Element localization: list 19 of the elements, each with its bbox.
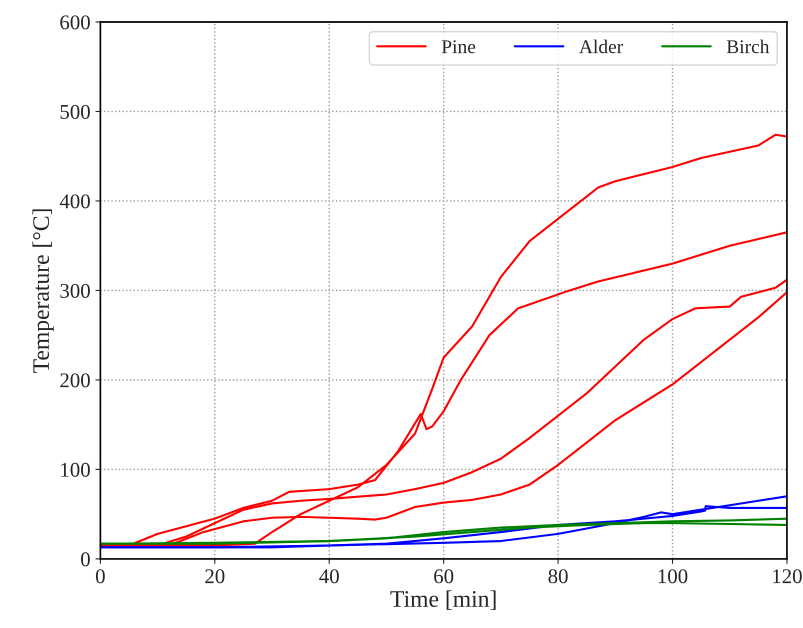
y-tick-label: 600: [60, 15, 90, 30]
x-tick-label: 80: [548, 569, 568, 584]
y-tick-label: 100: [61, 462, 90, 477]
x-tick-label: 40: [319, 569, 339, 584]
x-tick-label: 100: [658, 569, 688, 584]
legend-label: Alder: [579, 40, 624, 54]
y-tick-label: 300: [60, 284, 90, 298]
x-tick-label: 0: [96, 569, 105, 584]
legend-label: Pine: [442, 40, 476, 54]
x-tick-label: 60: [434, 569, 454, 584]
y-axis-title: Temperature [°C]: [32, 209, 54, 373]
x-axis-title: Time [min]: [390, 590, 496, 610]
y-tick-label: 200: [60, 373, 90, 388]
x-tick-label: 120: [773, 569, 802, 584]
y-tick-label: 0: [81, 552, 90, 566]
x-tick-label: 20: [205, 569, 224, 584]
legend-label: Birch: [726, 40, 770, 54]
y-tick-label: 400: [60, 194, 90, 208]
y-tick-label: 500: [60, 104, 90, 119]
